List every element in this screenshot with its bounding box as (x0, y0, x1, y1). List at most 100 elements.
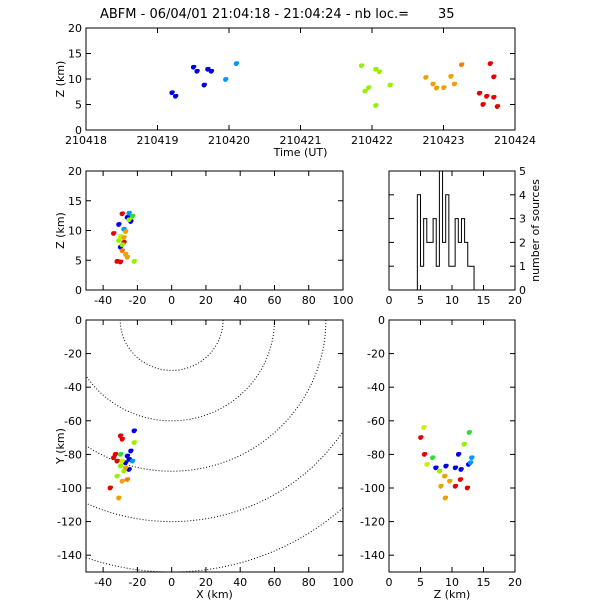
time_height-point-trail (361, 63, 365, 67)
plan_view-xtick-label: 0 (168, 576, 175, 589)
height_y-point-trail (458, 452, 462, 456)
time_height-ytick-label: 15 (68, 48, 82, 61)
height_y-point-trail (423, 425, 427, 429)
x_height-xtick-label: -20 (128, 294, 146, 307)
height_y-plot-frame (388, 319, 516, 573)
time_height-point-trail (368, 85, 372, 89)
height_y-xtick-label: 20 (508, 576, 522, 589)
x_height-xtick-label: 100 (333, 294, 354, 307)
time_height-xtick-label: 210422 (351, 134, 393, 147)
plan_view-xtick-label: 40 (233, 576, 247, 589)
time_height-xtick-label: 210424 (494, 134, 536, 147)
time_height-xtick-label: 210423 (423, 134, 465, 147)
time_height-point-trail (375, 103, 379, 107)
time_height-point-trail (479, 90, 483, 95)
time_height-point-trail (225, 77, 229, 81)
time_height-points (169, 61, 501, 109)
plan_view-axes: -40 -20 0 20 40 60 80 100 0 -20 -40 -60 -80 -100 -120 -… (54, 314, 354, 600)
time_height-point-trail (235, 61, 240, 65)
height_histogram-xtick-label: 0 (386, 294, 393, 307)
time_height-point-trail (364, 88, 368, 93)
plan_view-point-trail (125, 460, 129, 464)
time_height-point-trail (493, 94, 497, 99)
height_y-point-trail (460, 467, 464, 471)
plan_view-plot-frame (85, 319, 344, 573)
plan_view-ytick-label: -60 (64, 415, 82, 428)
plan_view-point-trail (121, 436, 125, 441)
height_y-point-trail (420, 435, 424, 439)
x_height-point-trail (121, 211, 125, 215)
height_histogram-ytick-label: 3 (519, 213, 526, 226)
x_height-point-trail (121, 248, 125, 252)
plan_view-point-trail (113, 455, 117, 459)
height_y-point-trail (470, 460, 474, 464)
time_height-point-trail (436, 85, 440, 89)
x_height-point-trail (121, 242, 125, 246)
height_histogram-xtick-label: 5 (417, 294, 424, 307)
time_height-point-trail (489, 61, 493, 65)
time_height-point-trail (454, 81, 458, 85)
x_height-xtick-label: 60 (267, 294, 281, 307)
height_y-xtick-label: 5 (417, 576, 424, 589)
x_height-point-trail (126, 254, 131, 259)
plan_view-point-trail (130, 448, 134, 452)
height_y-point-trail (444, 495, 449, 499)
plan_view-point-trail (126, 453, 131, 457)
height_y-ytick-label: -40 (367, 381, 385, 394)
height_y-point-trail (432, 455, 436, 459)
plan_view-xtick-label: 80 (302, 576, 316, 589)
height_y-point-trail (440, 483, 444, 488)
height_y-point-trail (466, 485, 471, 489)
plan_view-xtick-label: -20 (128, 576, 146, 589)
height_y-point-trail (424, 452, 428, 456)
plan_view-point-trail (109, 485, 113, 489)
x_height-point-trail (126, 215, 131, 219)
plan_view-ytick-label: -100 (57, 482, 82, 495)
height_histogram-ytick-label: 0 (519, 284, 526, 297)
time_height-point-trail (482, 102, 486, 106)
plan_view-point-trail (133, 428, 137, 432)
plan_view-point-trail (120, 452, 124, 456)
time_height-point-trail (175, 93, 179, 98)
height_y-point-trail (445, 463, 449, 467)
height_y-point-trail (454, 465, 459, 469)
height_y-point-trail (444, 473, 448, 478)
plan_view-xtick-label: 60 (267, 576, 281, 589)
height_y-ytick-label: -60 (367, 415, 385, 428)
time_height-xtick-label: 210421 (280, 134, 322, 147)
height_y-point-trail (459, 477, 464, 481)
plan_view-xtick-label: 100 (333, 576, 354, 589)
time_height-ytick-label: 5 (75, 99, 82, 112)
height_y-axes: 0 5 10 15 20 0 -20 -40 -60 -80 -100 -120 -140 Z (km) (360, 314, 522, 600)
time_height-point-trail (496, 104, 501, 108)
x_height-point-trail (128, 210, 132, 215)
plan_view-xtick-label: -40 (94, 576, 112, 589)
plan_view-ytick-label: -140 (57, 549, 82, 562)
time_height-point-trail (432, 81, 436, 85)
x_height-point-trail (133, 259, 137, 263)
time_height-plot-frame (85, 27, 516, 131)
x_height-point-trail (123, 235, 127, 239)
x_height-point-trail (128, 217, 132, 221)
height_y-ytick-label: -140 (360, 549, 385, 562)
height_histogram-xtick-label: 15 (477, 294, 491, 307)
time_height-point-trail (193, 64, 197, 69)
plan_view-point-trail (118, 495, 122, 499)
x_height-ylabel: Z (km) (54, 212, 67, 249)
time_height-xtick-label: 210419 (137, 134, 179, 147)
plan_view-ytick-label: 0 (75, 314, 82, 327)
plan_view-point-trail (121, 478, 125, 483)
height_y-ytick-label: 0 (378, 314, 385, 327)
time_height-ytick-label: 10 (68, 73, 82, 86)
time_height-ytick-label: 20 (68, 22, 82, 35)
height_histogram-ytick-label: 1 (519, 260, 526, 273)
time_height-point-trail (210, 68, 215, 73)
x_height-point-trail (123, 226, 127, 231)
x_height-xtick-label: 0 (168, 294, 175, 307)
height_y-point-trail (449, 478, 453, 483)
height_histogram-ytick-label: 5 (519, 165, 526, 178)
x_height-xtick-label: -40 (94, 294, 112, 307)
time_height-xlabel: Time (UT) (273, 146, 328, 159)
height_histogram-xtick-label: 20 (508, 294, 522, 307)
